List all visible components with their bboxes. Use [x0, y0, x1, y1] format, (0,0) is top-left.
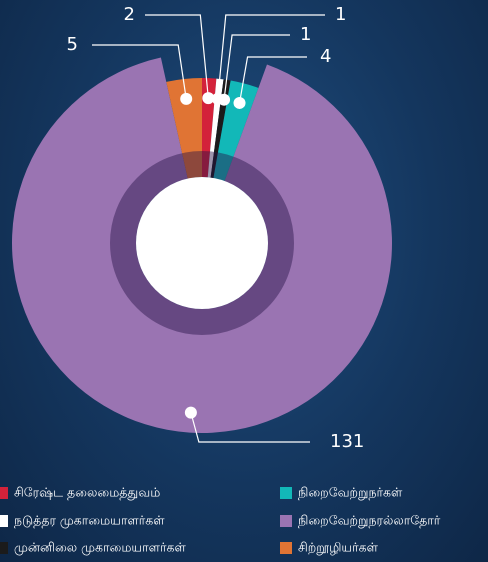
legend-label: நடுத்தர முகாமையாளர்கள்	[14, 513, 165, 529]
legend-label: நிறைவேற்றுநரல்லாதோர்	[298, 513, 441, 529]
leader-line	[217, 14, 325, 99]
legend-label: சிரேஷ்ட தலைமைத்துவம்	[14, 485, 160, 501]
label-dot	[233, 96, 246, 109]
label-dot	[180, 92, 193, 105]
inner-ring	[110, 151, 294, 335]
leader-line	[145, 14, 209, 99]
legend-label: முன்னிலை முகாமையாளர்கள்	[14, 540, 186, 556]
label-dot	[218, 93, 231, 106]
slice	[213, 80, 259, 181]
data-label: 1	[300, 24, 311, 45]
legend-swatch	[0, 515, 8, 527]
data-label: 2	[124, 4, 135, 25]
label-dot	[184, 406, 197, 419]
legend-swatch	[280, 515, 292, 527]
leader-line	[238, 56, 307, 104]
data-label: 5	[67, 34, 78, 55]
legend-swatch	[0, 542, 8, 554]
hole	[136, 177, 268, 309]
slice	[11, 57, 392, 433]
legend-swatch	[280, 487, 292, 499]
leader-line	[223, 34, 290, 100]
leader-line	[92, 44, 187, 99]
data-label: 131	[330, 431, 364, 452]
data-label: 1	[335, 4, 346, 25]
slice	[166, 78, 202, 179]
legend-label: சிற்றூழியர்கள்	[298, 540, 379, 556]
data-label: 4	[320, 46, 331, 67]
label-dot	[202, 92, 215, 105]
legend-label: நிறைவேற்றுநர்கள்	[298, 485, 403, 501]
legend-swatch	[0, 487, 8, 499]
legend-swatch	[280, 542, 292, 554]
leader-line	[190, 412, 310, 443]
